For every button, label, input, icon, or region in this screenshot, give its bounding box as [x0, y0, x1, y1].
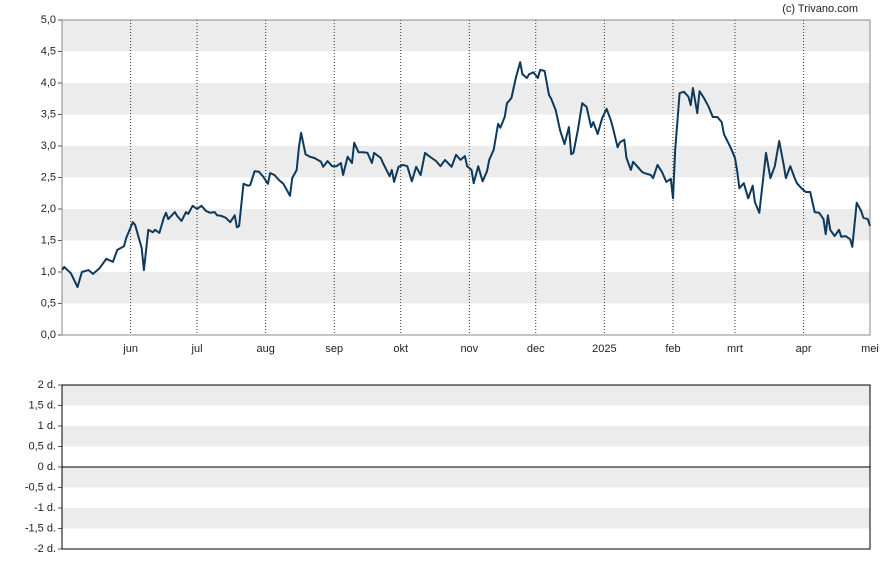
y-tick-label: 1 d. — [38, 420, 56, 432]
grid-band — [62, 272, 870, 304]
y-tick-label: 5,0 — [41, 14, 56, 26]
y-tick-label: -1 d. — [34, 502, 56, 514]
x-tick-label: mrt — [727, 343, 743, 355]
x-tick-label: jun — [122, 343, 138, 355]
grid-band — [62, 385, 870, 406]
y-tick-label: -0,5 d. — [25, 481, 56, 493]
grid-band — [62, 467, 870, 488]
y-tick-label: -1,5 d. — [25, 522, 56, 534]
x-tick-label: jul — [191, 343, 203, 355]
plot-frame — [61, 384, 871, 550]
y-tick-label: 4,0 — [41, 77, 56, 89]
y-tick-label: 3,5 — [41, 108, 56, 120]
y-tick-label: 1,5 d. — [28, 399, 56, 411]
y-tick-label: 2,0 — [41, 203, 56, 215]
plot-frame — [61, 19, 871, 336]
source: (c) Trivano.com — [782, 3, 858, 15]
y-tick-label: 0 d. — [38, 461, 56, 473]
grid-band — [62, 508, 870, 529]
x-tick-label: dec — [527, 343, 545, 355]
y-tick-label: 1,0 — [41, 266, 56, 278]
x-tick-label: okt — [393, 343, 408, 355]
y-tick-label: 2,5 — [41, 171, 56, 183]
x-tick-label: feb — [665, 343, 680, 355]
x-tick-label: apr — [796, 343, 812, 355]
grid-band — [62, 83, 870, 115]
y-tick-label: 2 d. — [38, 379, 56, 391]
x-tick-label: aug — [256, 343, 274, 355]
y-tick-label: 1,5 — [41, 234, 56, 246]
y-tick-label: 4,5 — [41, 45, 56, 57]
y-tick-label: 0,5 — [41, 297, 56, 309]
y-tick-label: 0,0 — [41, 329, 56, 341]
x-tick-label: mei — [861, 343, 879, 355]
x-tick-label: sep — [325, 343, 343, 355]
x-tick-label: nov — [460, 343, 478, 355]
x-tick-label: 2025 — [592, 343, 616, 355]
price-line — [61, 61, 871, 289]
grid-band — [62, 209, 870, 241]
grid-band — [62, 426, 870, 447]
y-tick-label: 3,0 — [41, 140, 56, 152]
y-tick-label: 0,5 d. — [28, 440, 56, 452]
grid-band — [62, 20, 870, 52]
y-tick-label: -2 d. — [34, 543, 56, 555]
